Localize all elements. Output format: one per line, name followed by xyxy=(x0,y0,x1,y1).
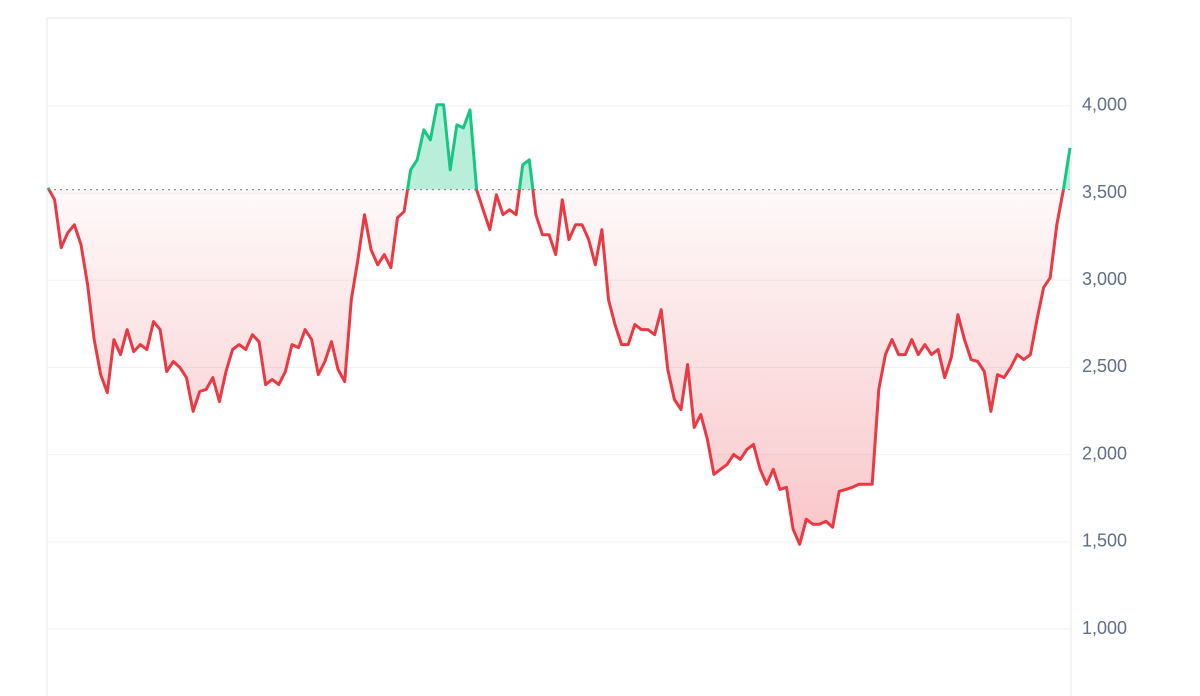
y-tick-label: 3,500 xyxy=(1082,182,1127,202)
price-line xyxy=(46,103,1072,546)
y-tick-label: 2,500 xyxy=(1082,356,1127,376)
y-tick-label: 3,000 xyxy=(1082,269,1127,289)
y-tick-label: 1,000 xyxy=(1082,618,1127,638)
y-tick-label: 1,500 xyxy=(1082,531,1127,551)
y-tick-label: 4,000 xyxy=(1082,95,1127,115)
y-tick-label: 2,000 xyxy=(1082,443,1127,463)
area-fill xyxy=(48,104,1070,545)
